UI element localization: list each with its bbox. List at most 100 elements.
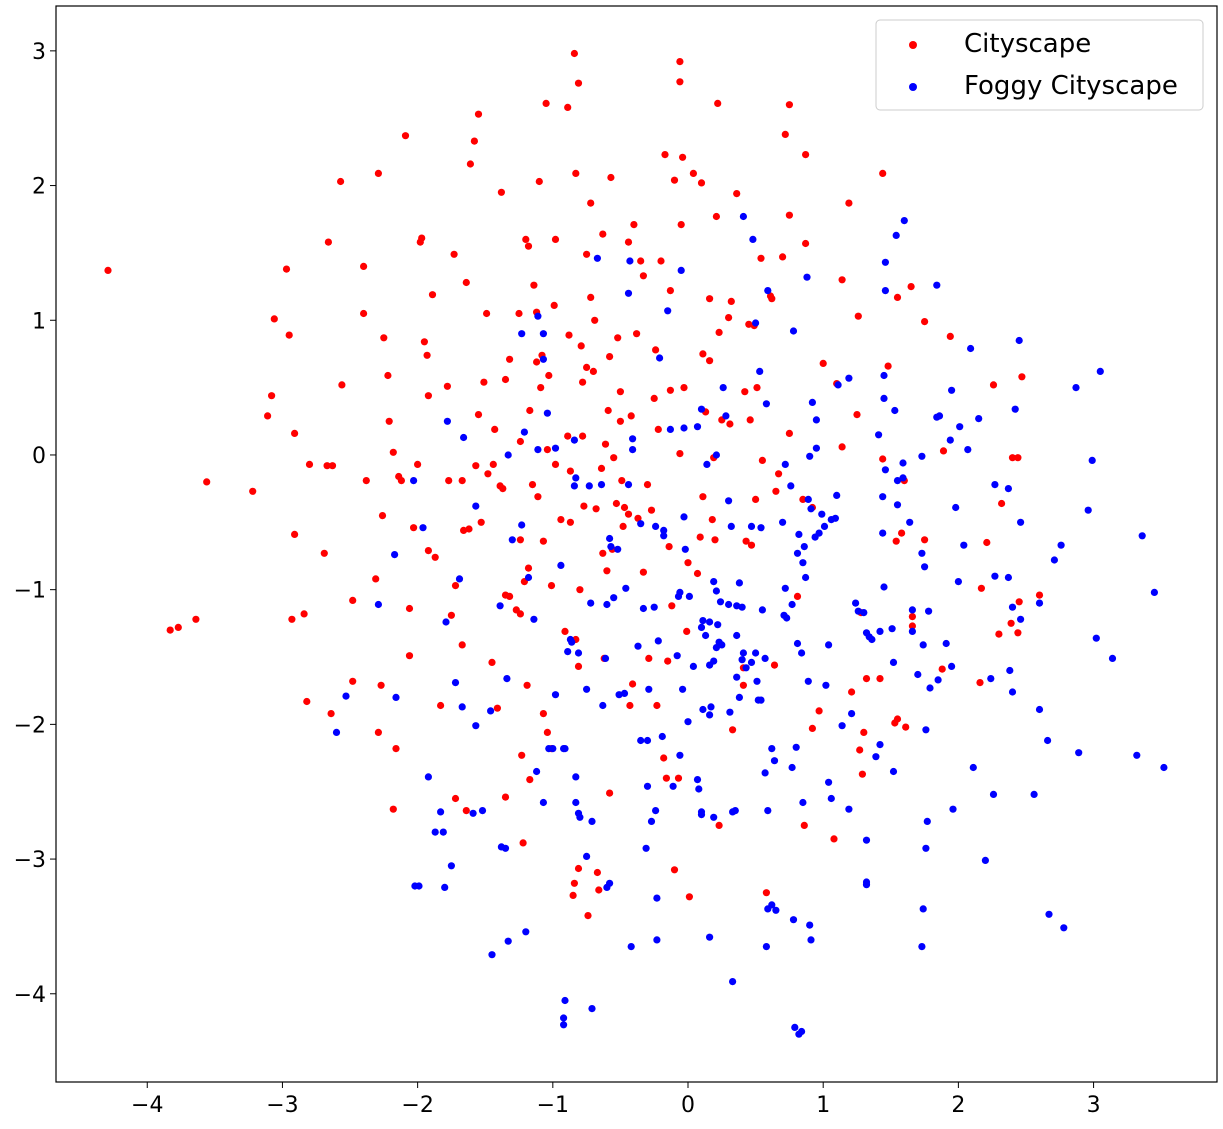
point-cityscape [664, 657, 672, 665]
point-foggy-cityscape [783, 614, 791, 622]
point-cityscape [685, 893, 694, 901]
point-cityscape [854, 312, 862, 320]
point-foggy-cityscape [391, 551, 399, 559]
point-foggy-cityscape [629, 446, 637, 454]
point-cityscape [447, 611, 455, 619]
point-foggy-cityscape [706, 933, 714, 941]
x-tick-label: 2 [951, 1093, 965, 1118]
point-cityscape [595, 886, 603, 894]
point-foggy-cityscape [693, 423, 702, 431]
point-cityscape [506, 355, 514, 363]
point-cityscape [516, 437, 525, 446]
point-cityscape [526, 776, 534, 784]
point-foggy-cityscape [757, 696, 765, 704]
point-foggy-cityscape [472, 722, 480, 730]
point-foggy-cityscape [879, 493, 887, 501]
point-cityscape [747, 541, 756, 549]
point-cityscape [676, 78, 684, 86]
point-foggy-cityscape [455, 575, 464, 583]
point-foggy-cityscape [733, 602, 741, 610]
point-cityscape [729, 726, 737, 734]
point-foggy-cityscape [942, 639, 950, 648]
point-foggy-cityscape [802, 573, 810, 582]
point-cityscape [285, 331, 293, 339]
point-foggy-cityscape [806, 452, 814, 460]
point-cityscape [946, 332, 954, 340]
point-cityscape [657, 257, 665, 265]
point-foggy-cityscape [439, 828, 447, 836]
point-foggy-cityscape [862, 836, 871, 844]
point-foggy-cityscape [933, 281, 941, 289]
point-cityscape [884, 362, 892, 370]
point-foggy-cityscape [879, 529, 887, 537]
point-foggy-cityscape [1138, 532, 1146, 540]
point-foggy-cityscape [518, 521, 526, 529]
point-cityscape [337, 177, 345, 186]
point-cityscape [699, 350, 707, 358]
point-cityscape [528, 481, 537, 489]
point-foggy-cityscape [583, 852, 591, 861]
point-cityscape [616, 417, 625, 425]
point-foggy-cityscape [718, 641, 726, 649]
point-foggy-cityscape [645, 685, 653, 693]
point-foggy-cityscape [726, 708, 734, 716]
point-foggy-cityscape [949, 805, 957, 813]
point-foggy-cityscape [735, 579, 744, 587]
point-cityscape [474, 110, 483, 118]
point-foggy-cityscape [1004, 573, 1013, 582]
point-foggy-cityscape [560, 1014, 568, 1022]
point-cityscape [862, 675, 871, 683]
point-foggy-cityscape [893, 477, 902, 485]
point-cityscape [639, 568, 648, 576]
point-cityscape [879, 455, 887, 463]
point-foggy-cityscape [572, 474, 580, 482]
point-cityscape [633, 330, 641, 338]
point-foggy-cityscape [518, 330, 526, 338]
point-cityscape [515, 309, 523, 318]
point-foggy-cityscape [588, 817, 596, 826]
x-tick-label: −1 [537, 1093, 569, 1118]
point-cityscape [802, 239, 810, 248]
point-cityscape [389, 805, 397, 813]
point-cityscape [424, 547, 432, 555]
point-foggy-cityscape [923, 817, 931, 826]
point-cityscape [543, 728, 552, 737]
point-foggy-cityscape [889, 658, 898, 667]
point-foggy-cityscape [666, 425, 675, 433]
point-foggy-cityscape [539, 798, 548, 807]
point-foggy-cityscape [560, 1021, 568, 1029]
point-foggy-cityscape [762, 400, 771, 408]
point-foggy-cityscape [756, 367, 764, 375]
point-foggy-cityscape [935, 412, 944, 420]
point-foggy-cityscape [739, 212, 748, 221]
point-foggy-cityscape [603, 600, 611, 609]
point-foggy-cityscape [761, 769, 769, 777]
point-foggy-cityscape [738, 656, 746, 664]
point-foggy-cityscape [647, 817, 656, 826]
point-cityscape [488, 658, 496, 667]
point-cityscape [908, 622, 917, 630]
point-foggy-cityscape [622, 584, 630, 592]
x-axis: −4 −3 −2 −1 0 1 2 3 [131, 1082, 1101, 1118]
point-cityscape [547, 582, 556, 590]
point-foggy-cityscape [881, 287, 890, 295]
point-cityscape [542, 99, 550, 107]
point-foggy-cityscape [472, 502, 480, 510]
point-foggy-cityscape [852, 599, 860, 607]
point-cityscape [693, 569, 702, 578]
point-foggy-cityscape [650, 603, 658, 611]
point-foggy-cityscape [900, 217, 908, 225]
point-foggy-cityscape [934, 676, 942, 684]
point-foggy-cityscape [374, 600, 382, 609]
point-foggy-cityscape [795, 530, 803, 539]
point-cityscape [772, 487, 780, 495]
point-cityscape [908, 613, 917, 621]
point-foggy-cityscape [752, 319, 760, 327]
point-cityscape [380, 334, 388, 342]
point-foggy-cityscape [643, 736, 652, 745]
point-foggy-cityscape [1084, 506, 1092, 514]
point-foggy-cityscape [460, 433, 468, 442]
point-foggy-cityscape [697, 811, 706, 819]
point-foggy-cityscape [1035, 705, 1044, 714]
point-foggy-cityscape [652, 807, 660, 815]
